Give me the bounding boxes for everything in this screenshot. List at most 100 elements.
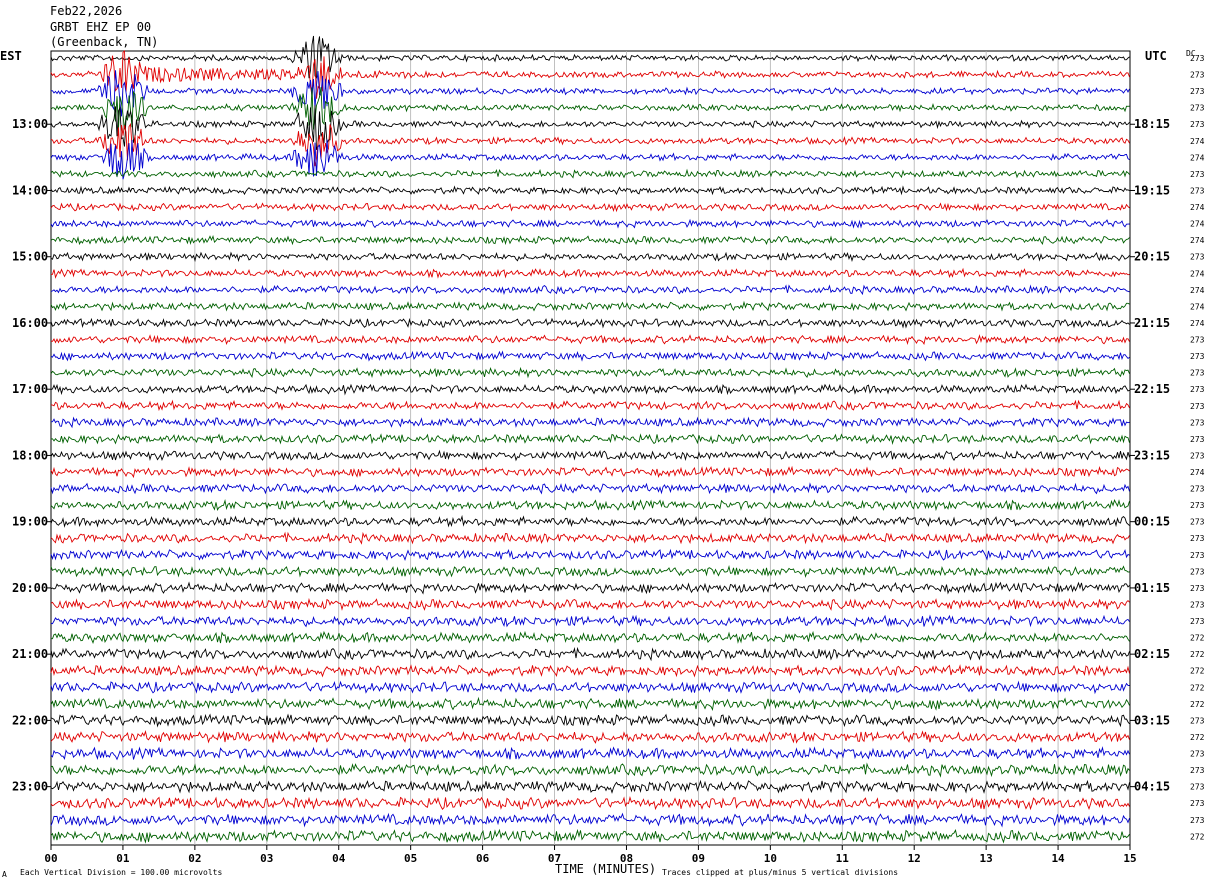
dc-offset-label: 274 — [1190, 137, 1205, 146]
left-hour-label: 21:00 — [12, 647, 48, 661]
seismic-trace — [50, 646, 1130, 662]
left-hour-label: 18:00 — [12, 448, 48, 462]
chart-grid — [46, 50, 1135, 850]
left-hour-label: 22:00 — [12, 713, 48, 727]
footer-left-note: Each Vertical Division = 100.00 microvol… — [20, 868, 223, 877]
x-tick-label: 03 — [260, 852, 273, 865]
x-tick-label: 14 — [1051, 852, 1065, 865]
seismic-trace — [50, 105, 1130, 150]
header-station: GRBT EHZ EP 00 — [50, 20, 152, 34]
seismic-trace — [50, 202, 1130, 213]
dc-offset-label: 273 — [1190, 385, 1205, 394]
right-hour-label: 23:15 — [1134, 448, 1170, 462]
right-hour-label: 00:15 — [1134, 515, 1170, 529]
dc-offset-label: 273 — [1190, 766, 1205, 775]
right-timezone-label: UTC — [1145, 49, 1167, 63]
seismic-trace — [50, 35, 1130, 79]
seismic-trace — [50, 465, 1130, 479]
left-hour-label: 16:00 — [12, 316, 48, 330]
x-tick-label: 15 — [1123, 852, 1136, 865]
seismic-trace — [50, 514, 1130, 528]
left-hour-label: 20:00 — [12, 581, 48, 595]
dc-offset-label: 274 — [1190, 468, 1205, 477]
right-hour-label: 21:15 — [1134, 316, 1170, 330]
dc-offset-label: 273 — [1190, 816, 1205, 825]
seismic-trace — [50, 284, 1130, 296]
left-hour-label: 14:00 — [12, 183, 48, 197]
dc-offset-label: 273 — [1190, 120, 1205, 129]
dc-offset-label: 273 — [1190, 783, 1205, 792]
left-hour-label: 15:00 — [12, 250, 48, 264]
seismic-trace — [50, 433, 1130, 445]
dc-offset-label: 273 — [1190, 600, 1205, 609]
seismic-trace — [50, 565, 1130, 578]
dc-offset-label: 272 — [1190, 700, 1205, 709]
chart-labels: 00 01 02 03 04 05 06 07 08 09 10 11 12 13 14 15 273 273 27… — [12, 54, 1205, 865]
seismic-trace — [50, 828, 1130, 844]
dc-offset-label: 273 — [1190, 54, 1205, 63]
seismic-trace — [50, 334, 1130, 346]
dc-offset-label: 273 — [1190, 617, 1205, 626]
dc-offset-label: 272 — [1190, 683, 1205, 692]
dc-offset-label: 273 — [1190, 716, 1205, 725]
dc-offset-label: 273 — [1190, 186, 1205, 195]
right-hour-label: 02:15 — [1134, 647, 1170, 661]
left-hour-label: 19:00 — [12, 515, 48, 529]
seismic-trace — [50, 812, 1130, 828]
seismic-trace — [50, 366, 1130, 379]
dc-offset-label: 273 — [1190, 534, 1205, 543]
seismic-trace — [50, 168, 1130, 179]
x-axis-title: TIME (MINUTES) — [555, 862, 657, 876]
dc-offset-label: 273 — [1190, 750, 1205, 759]
right-hour-label: 04:15 — [1134, 780, 1170, 794]
seismic-trace — [50, 664, 1130, 678]
seismic-trace — [50, 383, 1130, 396]
seismic-trace — [50, 498, 1130, 512]
dc-offset-label: 273 — [1190, 336, 1205, 345]
seismic-trace — [51, 630, 1130, 644]
seismic-trace — [50, 350, 1130, 362]
x-tick-label: 11 — [836, 852, 850, 865]
dc-offset-label: 273 — [1190, 799, 1205, 808]
seismic-trace — [50, 729, 1130, 744]
dc-offset-label: 273 — [1190, 402, 1205, 411]
seismic-trace — [50, 185, 1130, 196]
seismic-trace — [50, 416, 1130, 429]
seismic-trace — [50, 746, 1130, 761]
dc-offset-label: 272 — [1190, 634, 1205, 643]
plot-frame — [50, 50, 1131, 846]
x-tick-label: 08 — [620, 852, 633, 865]
left-timezone-label: EST — [0, 49, 22, 63]
dc-offset-label: 274 — [1190, 153, 1205, 162]
seismic-trace — [50, 713, 1130, 728]
seismic-trace — [50, 762, 1130, 778]
corner-mark: A — [2, 870, 7, 879]
dc-offset-label: 274 — [1190, 286, 1205, 295]
dc-offset-label: 274 — [1190, 220, 1205, 229]
dc-offset-label: 272 — [1190, 650, 1205, 659]
seismic-trace — [50, 581, 1130, 595]
left-hour-label: 13:00 — [12, 117, 48, 131]
seismic-trace — [50, 218, 1130, 229]
x-tick-label: 05 — [404, 852, 417, 865]
header-location: (Greenback, TN) — [50, 35, 159, 49]
seismic-trace — [50, 449, 1130, 462]
seismic-trace — [50, 531, 1130, 545]
x-tick-label: 10 — [764, 852, 777, 865]
x-tick-label: 09 — [692, 852, 705, 865]
dc-offset-label: 273 — [1190, 518, 1205, 527]
dc-offset-label: 273 — [1190, 584, 1205, 593]
seismic-trace — [50, 614, 1130, 628]
dc-offset-label: 273 — [1190, 567, 1205, 576]
seismic-trace — [50, 779, 1130, 794]
dc-offset-label: 273 — [1190, 170, 1205, 179]
dc-label: DC — [1186, 49, 1196, 58]
dc-offset-label: 273 — [1190, 87, 1205, 96]
x-tick-label: 01 — [116, 852, 130, 865]
dc-offset-label: 273 — [1190, 435, 1205, 444]
dc-offset-label: 272 — [1190, 832, 1205, 841]
x-tick-label: 00 — [44, 852, 57, 865]
dc-offset-label: 273 — [1190, 418, 1205, 427]
right-hour-label: 01:15 — [1134, 581, 1170, 595]
